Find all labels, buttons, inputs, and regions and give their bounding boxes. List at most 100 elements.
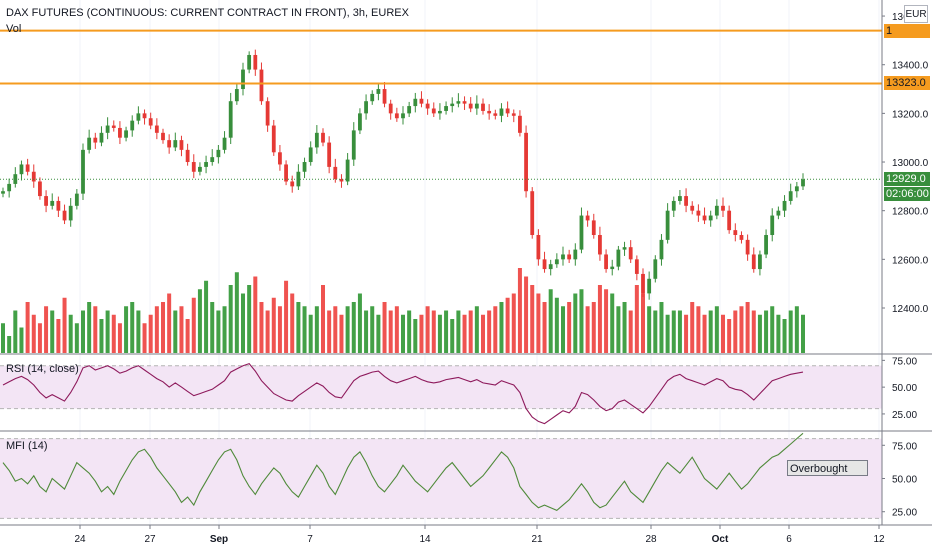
candle-body bbox=[130, 120, 135, 131]
candle-body bbox=[764, 235, 768, 255]
mfi-band bbox=[0, 438, 882, 519]
candle-body bbox=[185, 149, 190, 163]
candle-body bbox=[610, 266, 615, 270]
currency-badge[interactable]: EUR bbox=[904, 5, 928, 23]
candle-body bbox=[474, 103, 479, 109]
candle-body bbox=[124, 130, 128, 138]
volume-bar bbox=[234, 272, 239, 353]
volume-bar bbox=[444, 310, 449, 353]
candle-body bbox=[19, 164, 24, 175]
rsi-tick-label: 25.00 bbox=[892, 410, 917, 421]
volume-bar bbox=[597, 285, 602, 353]
candle-body bbox=[696, 210, 701, 216]
volume-bar bbox=[567, 302, 572, 353]
candle-body bbox=[579, 215, 584, 250]
volume-bar bbox=[794, 306, 799, 353]
candle-body bbox=[739, 235, 744, 240]
candle-body bbox=[241, 69, 245, 90]
overbought-annotation[interactable]: Overbought bbox=[787, 460, 868, 476]
level-lines[interactable] bbox=[0, 29, 882, 85]
candle-body bbox=[394, 113, 399, 119]
price-tick-label: 12600.0 bbox=[892, 255, 929, 266]
volume-bar bbox=[517, 268, 522, 353]
volume-bar bbox=[87, 302, 92, 353]
price-tick-label: 12800.0 bbox=[892, 207, 929, 218]
candle-body bbox=[74, 193, 79, 206]
candle-body bbox=[382, 89, 387, 104]
volume-bar bbox=[745, 302, 750, 353]
candle-body bbox=[622, 247, 627, 250]
volume-bar bbox=[333, 306, 338, 353]
time-tick-label: 28 bbox=[645, 534, 657, 545]
candle-body bbox=[616, 249, 621, 267]
volume-bar bbox=[604, 289, 609, 353]
volume-bar bbox=[388, 310, 393, 353]
volume-bar bbox=[585, 306, 590, 353]
candle-body bbox=[351, 130, 356, 160]
candle-body bbox=[505, 108, 510, 114]
volume-bar bbox=[659, 302, 664, 353]
candle-body bbox=[210, 157, 215, 163]
volume-bar bbox=[105, 310, 110, 353]
candle-body bbox=[167, 140, 172, 148]
volume-bar bbox=[19, 327, 24, 353]
candle-body bbox=[333, 166, 338, 180]
volume-bar bbox=[554, 297, 559, 353]
candle-body bbox=[776, 210, 781, 216]
candle-body bbox=[751, 254, 756, 270]
candle-body bbox=[659, 239, 664, 260]
volume-bar bbox=[351, 302, 356, 353]
upper-level-price-tag: 1 bbox=[884, 23, 930, 38]
volume-bar bbox=[81, 310, 85, 353]
volume-bar bbox=[462, 314, 467, 353]
rsi-label: RSI (14, close) bbox=[6, 363, 79, 375]
candle-body bbox=[142, 113, 147, 119]
candle-body bbox=[665, 210, 670, 240]
volume-bar bbox=[173, 310, 178, 353]
candle-body bbox=[271, 125, 276, 153]
volume-bar bbox=[148, 314, 153, 353]
volume-bar bbox=[727, 319, 732, 353]
candle-body bbox=[598, 235, 602, 255]
volume-bar bbox=[647, 306, 652, 353]
candle-body bbox=[456, 101, 461, 104]
rsi-line bbox=[2, 362, 804, 425]
volume-bar bbox=[13, 310, 18, 353]
volume-bar bbox=[653, 310, 658, 353]
volume-bar bbox=[99, 319, 104, 353]
volume-bar bbox=[437, 314, 442, 353]
volume-bar bbox=[7, 336, 12, 353]
volume-bar bbox=[468, 310, 473, 353]
volume-bar bbox=[684, 314, 689, 353]
volume-bar bbox=[56, 319, 61, 353]
volume-bar bbox=[714, 306, 719, 353]
volume-bar bbox=[241, 293, 245, 353]
volume-bar bbox=[764, 310, 769, 353]
candle-body bbox=[345, 159, 350, 182]
candle-body bbox=[296, 171, 301, 187]
candle-body bbox=[444, 106, 448, 111]
candle-body bbox=[1, 191, 5, 194]
candle-body bbox=[721, 205, 725, 211]
volume-bar bbox=[413, 319, 418, 353]
volume-bar bbox=[739, 306, 744, 353]
volume-bar bbox=[253, 276, 258, 353]
candle-body bbox=[801, 179, 805, 187]
volume-bar bbox=[161, 302, 165, 353]
volume-bar bbox=[394, 306, 399, 353]
candle-body bbox=[678, 196, 682, 201]
candle-body bbox=[536, 235, 541, 260]
volume-bar bbox=[222, 306, 227, 353]
volume-bar bbox=[524, 276, 529, 353]
candle-body bbox=[111, 125, 116, 128]
candle-body bbox=[425, 103, 430, 109]
candle-body bbox=[358, 113, 362, 131]
volume-bar bbox=[68, 314, 73, 353]
volume-bar bbox=[204, 280, 209, 353]
volume-bar bbox=[622, 302, 627, 353]
candle-body bbox=[370, 93, 375, 102]
volume-bar bbox=[696, 306, 701, 353]
volume-bar bbox=[690, 302, 695, 353]
